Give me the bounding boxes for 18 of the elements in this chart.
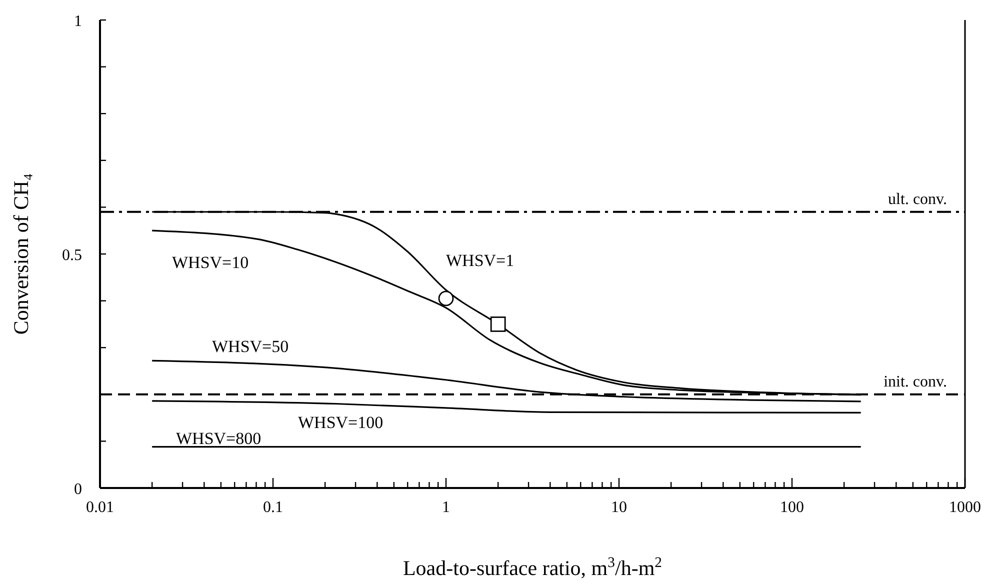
x-axis-title: Load-to-surface ratio, m$^{3}$/h-m$^{2}$ xyxy=(402,555,662,580)
x-tick-label: 100 xyxy=(780,499,804,516)
x-tick-label: 0.01 xyxy=(86,499,114,516)
y-tick-label: 1 xyxy=(74,13,82,30)
y-tick-label: 0.5 xyxy=(62,247,82,264)
series-label: WHSV=10 xyxy=(172,253,249,272)
ref-line-label: ult. conv. xyxy=(888,190,947,208)
x-tick-label: 0.1 xyxy=(263,499,283,516)
x-tick-label: 10 xyxy=(611,499,627,516)
series-label: WHSV=100 xyxy=(298,413,384,432)
x-tick-label: 1 xyxy=(442,499,450,516)
series-label: WHSV=50 xyxy=(212,337,289,356)
x-tick-label: 1000 xyxy=(949,499,981,516)
series-label: WHSV=1 xyxy=(446,251,514,270)
y-axis-title: Conversion of CH₄ xyxy=(9,173,33,335)
y-tick-label: 0 xyxy=(74,481,82,498)
series-label: WHSV=800 xyxy=(176,429,262,448)
ref-line-label: init. conv. xyxy=(884,373,947,390)
